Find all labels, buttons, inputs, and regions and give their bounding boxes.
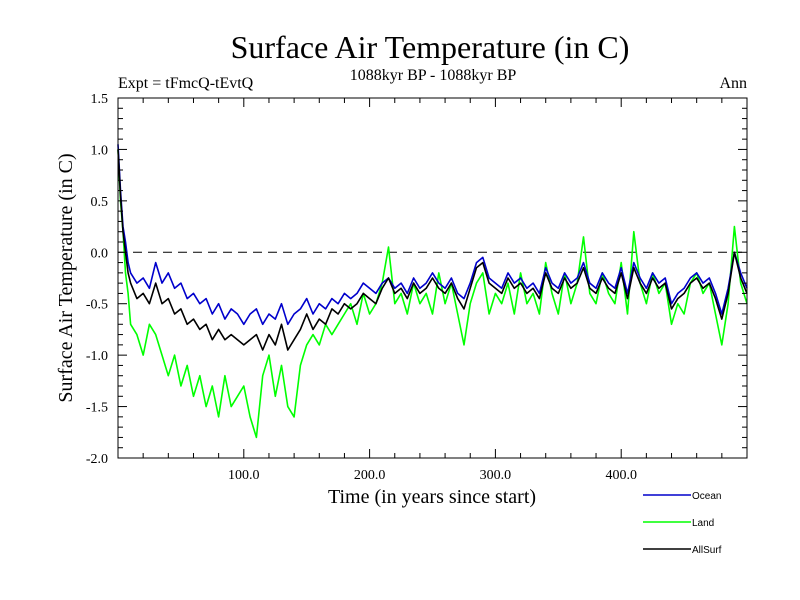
x-tick-label: 200.0	[354, 468, 386, 483]
y-tick-label: -0.5	[86, 298, 108, 313]
y-tick-label: 0.5	[91, 195, 109, 210]
x-tick-label: 100.0	[228, 468, 260, 483]
series-layer	[117, 144, 748, 439]
axis-ticks: 100.0 200.0 300.0 400.0 -2.0 -1.5 -1.0 -0.5 0.0 0…	[86, 92, 747, 483]
y-tick-label: 1.5	[91, 92, 109, 107]
legend-label-allsurf: AllSurf	[692, 545, 722, 556]
time-range-label: 1088kyr BP - 1088kyr BP	[350, 67, 517, 84]
y-tick-label: -1.0	[86, 349, 108, 364]
chart-title: Surface Air Temperature (in C)	[231, 29, 630, 65]
y-axis-label: Surface Air Temperature (in C)	[55, 153, 77, 402]
y-tick-label: 0.0	[91, 246, 109, 261]
y-tick-label: 1.0	[91, 143, 109, 158]
plot-frame	[117, 97, 748, 459]
x-tick-label: 300.0	[480, 468, 512, 483]
legend-label-ocean: Ocean	[692, 491, 721, 502]
y-tick-label: -2.0	[86, 452, 108, 467]
legend: Ocean Land AllSurf	[643, 491, 722, 556]
x-tick-label: 400.0	[605, 468, 637, 483]
series-line-land	[117, 149, 748, 439]
y-tick-label: -1.5	[86, 401, 108, 416]
season-label: Ann	[719, 75, 747, 92]
legend-label-land: Land	[692, 518, 714, 529]
series-line-ocean	[117, 144, 748, 326]
series-line-allsurf	[117, 149, 748, 351]
experiment-label: Expt = tFmcQ-tEvtQ	[118, 75, 254, 92]
x-axis-label: Time (in years since start)	[328, 486, 536, 508]
